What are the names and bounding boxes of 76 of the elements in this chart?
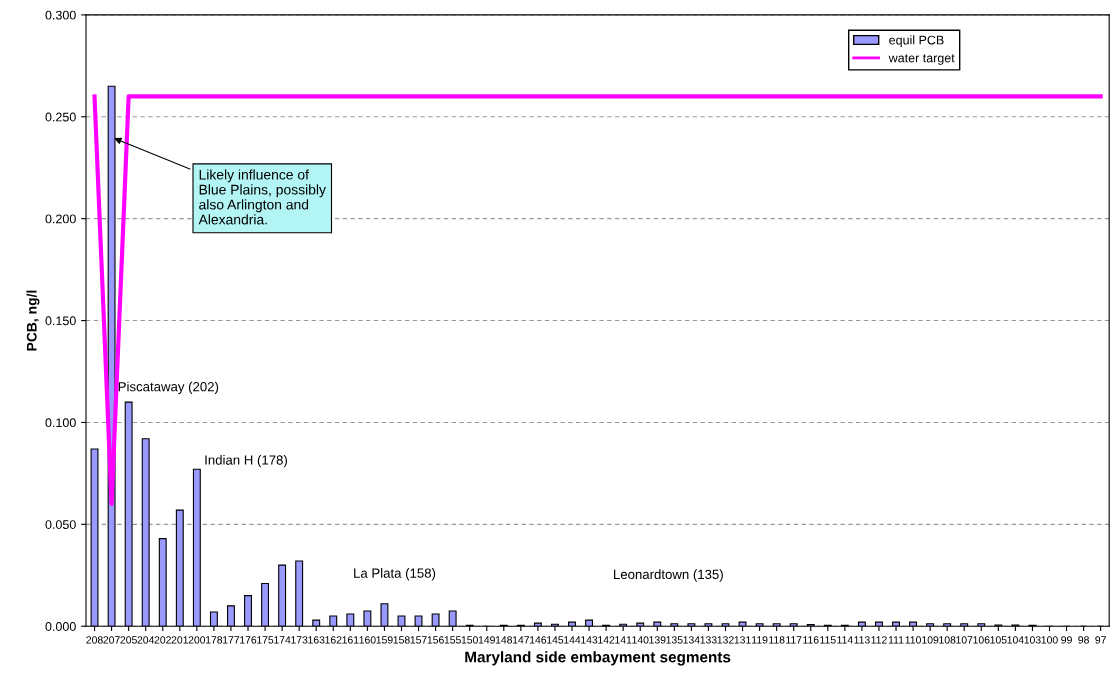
y-tick-label: 0.000	[45, 622, 76, 631]
x-tick-label: 104	[1007, 636, 1024, 644]
x-tick-label: 103	[1024, 636, 1041, 644]
x-tick-label: 116	[803, 636, 819, 644]
x-tick-label: 163	[308, 636, 325, 644]
y-tick-label: 0.200	[45, 214, 76, 224]
x-tick-label: 157	[410, 636, 427, 644]
x-tick-label: 97	[1095, 636, 1106, 644]
x-tick-label: 177	[223, 636, 240, 644]
x-tick-label: 178	[206, 636, 223, 644]
x-tick-label: 150	[461, 636, 478, 644]
y-tick-label: 0.250	[45, 112, 76, 122]
x-tick-label: 117	[786, 636, 802, 644]
x-tick-label: 145	[547, 636, 564, 644]
x-tick-label: 201	[171, 636, 188, 644]
x-tick-label: 202	[154, 636, 171, 644]
x-tick-label: 108	[939, 636, 956, 644]
x-tick-label: 176	[240, 636, 257, 644]
x-tick-label: 159	[376, 636, 393, 644]
x-tick-label: 135	[666, 636, 683, 644]
x-tick-label: 100	[1041, 636, 1058, 644]
x-tick-label: 208	[86, 636, 103, 644]
x-tick-label: 118	[769, 636, 785, 644]
x-tick-label: 158	[393, 636, 410, 644]
x-tick-label: 204	[137, 636, 155, 644]
y-tick-label: 0.050	[45, 520, 76, 529]
x-tick-label: 174	[274, 636, 291, 644]
x-tick-label: 141	[615, 636, 632, 644]
x-tick-label: 143	[581, 636, 598, 644]
x-tick-label: 155	[444, 636, 461, 644]
x-tick-label: 205	[120, 636, 137, 644]
x-tick-label: 144	[564, 636, 581, 644]
x-tick-label: 134	[683, 636, 700, 644]
annotation: Leonardtown (135)	[614, 569, 723, 582]
x-tick-label: 148	[495, 636, 513, 644]
x-tick-label: 98	[1078, 636, 1089, 644]
x-tick-label: 156	[427, 636, 444, 644]
x-tick-label: 110	[905, 636, 921, 644]
legend-label: water target	[888, 54, 955, 65]
annotation: Likely influence of Blue Plains, possibly also Arlington and Alexandria.	[198, 169, 326, 225]
x-tick-label: 106	[973, 636, 990, 644]
x-tick-label: 132	[717, 636, 734, 644]
x-tick-label: 149	[478, 636, 495, 644]
x-tick-label: 105	[990, 636, 1007, 644]
x-tick-label: 140	[632, 636, 649, 644]
annotation: Piscataway (202)	[118, 381, 219, 394]
x-tick-label: 114	[837, 636, 853, 644]
annotation: La Plata (158)	[354, 568, 436, 581]
x-tick-label: 112	[871, 636, 887, 644]
x-tick-label: 146	[530, 636, 547, 644]
x-tick-label: 142	[598, 636, 615, 644]
x-tick-label: 113	[854, 636, 870, 644]
y-tick-label: 0.150	[45, 316, 76, 326]
x-tick-label: 173	[291, 636, 308, 644]
x-tick-label: 200	[188, 636, 206, 644]
y-tick-label: 0.100	[45, 418, 76, 428]
annotation: Indian H (178)	[205, 455, 287, 468]
x-tick-label: 147	[512, 636, 530, 644]
y-axis-title: PCB, ng/l	[26, 290, 40, 351]
x-tick-label: 131	[734, 636, 751, 644]
x-tick-label: 139	[649, 636, 666, 644]
x-tick-label: 99	[1061, 636, 1072, 644]
x-tick-label: 160	[359, 636, 376, 644]
x-tick-label: 119	[752, 636, 768, 644]
y-tick-label: 0.300	[45, 10, 76, 20]
x-tick-label: 161	[342, 636, 359, 644]
x-tick-label: 175	[257, 636, 274, 644]
x-tick-label: 162	[325, 636, 342, 644]
x-tick-label: 207	[103, 636, 120, 644]
x-tick-label: 109	[922, 636, 939, 644]
legend-label: equil PCB	[889, 35, 944, 47]
x-axis-title: Maryland side embayment segments	[465, 651, 731, 666]
x-tick-label: 111	[888, 636, 904, 644]
x-tick-label: 107	[956, 636, 973, 644]
x-tick-label: 115	[820, 636, 836, 644]
x-tick-label: 133	[700, 636, 717, 644]
